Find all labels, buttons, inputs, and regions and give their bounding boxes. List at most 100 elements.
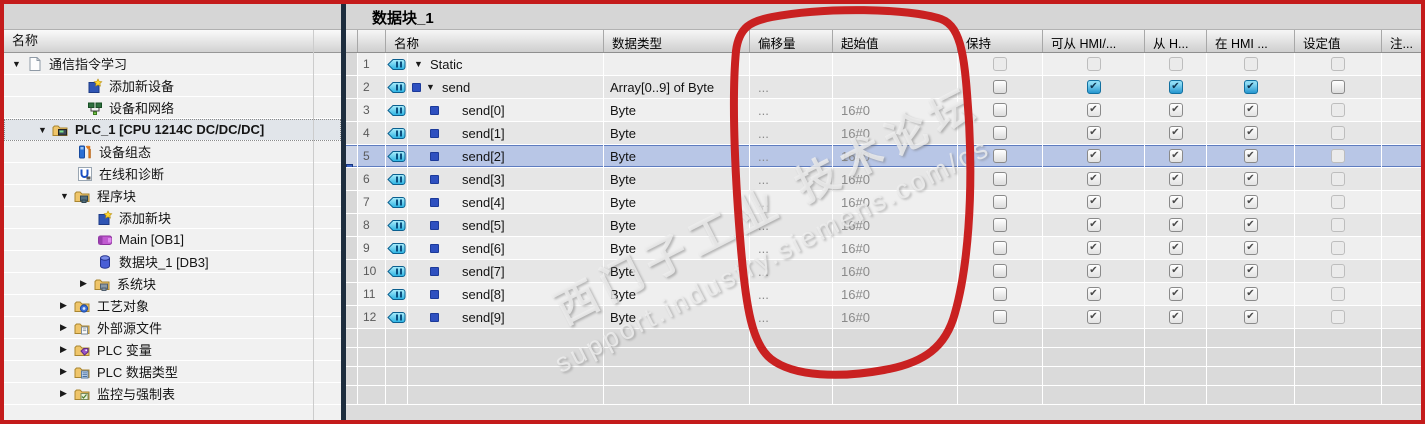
tree-expander-icon[interactable] <box>60 300 74 311</box>
comment-cell[interactable] <box>1382 283 1421 305</box>
data-type-cell[interactable]: Byte <box>604 168 750 190</box>
sidebar-tree-item[interactable]: 工艺对象 <box>4 295 341 317</box>
sidebar-tree-item[interactable]: 监控与强制表 <box>4 383 341 405</box>
retain-checkbox[interactable] <box>993 103 1007 117</box>
start-value-cell[interactable] <box>833 329 958 347</box>
comment-cell[interactable] <box>1382 237 1421 259</box>
variable-table-row[interactable]: 9 send[6] Byte ... 16#0 <box>346 237 1421 260</box>
variable-table-row[interactable]: 7 send[4] Byte ... 16#0 <box>346 191 1421 214</box>
sidebar-tree-item[interactable]: 系统块 <box>4 273 341 295</box>
tree-expander-icon[interactable] <box>60 366 74 377</box>
variable-name-cell[interactable]: send[9] <box>408 306 604 328</box>
header-data-type[interactable]: 数据类型 <box>604 30 750 52</box>
variable-table-row[interactable]: 3 send[0] Byte ... 16#0 <box>346 99 1421 122</box>
row-expander-icon[interactable] <box>426 82 440 92</box>
variable-name-cell[interactable]: send[5] <box>408 214 604 236</box>
retain-checkbox[interactable] <box>993 126 1007 140</box>
header-name[interactable]: 名称 <box>386 30 604 52</box>
start-value-cell[interactable]: 16#0 <box>833 306 958 328</box>
data-type-cell[interactable]: Byte <box>604 260 750 282</box>
start-value-cell[interactable]: 16#0 <box>833 99 958 121</box>
variable-name-cell[interactable]: send[8] <box>408 283 604 305</box>
sidebar-tree-item[interactable]: 添加新块 <box>4 207 341 229</box>
data-type-cell[interactable] <box>604 348 750 366</box>
comment-cell[interactable] <box>1382 191 1421 213</box>
row-expander-icon[interactable] <box>414 59 428 69</box>
variable-table-row[interactable]: 10 send[7] Byte ... 16#0 <box>346 260 1421 283</box>
start-value-cell[interactable]: 16#0 <box>833 145 958 167</box>
variable-name-cell[interactable]: send[0] <box>408 99 604 121</box>
variable-table-row[interactable]: 2 send Array[0..9] of Byte ... <box>346 76 1421 99</box>
sidebar-tree-item[interactable]: 数据块_1 [DB3] <box>4 251 341 273</box>
data-type-cell[interactable]: Byte <box>604 99 750 121</box>
sidebar-tree-item[interactable]: 设备组态 <box>4 141 341 163</box>
data-type-cell[interactable] <box>604 53 750 75</box>
sidebar-tree-item[interactable]: 设备和网络 <box>4 97 341 119</box>
data-type-cell[interactable]: Byte <box>604 283 750 305</box>
variable-name-cell[interactable]: send[7] <box>408 260 604 282</box>
start-value-cell[interactable] <box>833 53 958 75</box>
header-comment[interactable]: 注... <box>1390 37 1413 51</box>
tree-expander-icon[interactable] <box>12 59 26 69</box>
data-type-cell[interactable]: Byte <box>604 191 750 213</box>
setpoint-checkbox[interactable] <box>1331 80 1345 94</box>
comment-cell[interactable] <box>1382 367 1421 385</box>
start-value-cell[interactable]: 16#0 <box>833 260 958 282</box>
header-retain[interactable]: 保持 <box>958 30 1043 52</box>
data-type-cell[interactable]: Byte <box>604 214 750 236</box>
variable-table-row[interactable]: 5 send[2] Byte ... 16#0 <box>346 145 1421 168</box>
comment-cell[interactable] <box>1382 168 1421 190</box>
variable-table-row[interactable]: 6 send[3] Byte ... 16#0 <box>346 168 1421 191</box>
comment-cell[interactable] <box>1382 53 1421 75</box>
tree-expander-icon[interactable] <box>60 191 74 201</box>
sidebar-tree-item[interactable]: PLC 数据类型 <box>4 361 341 383</box>
retain-checkbox[interactable] <box>993 218 1007 232</box>
variable-name-cell[interactable] <box>408 386 604 404</box>
comment-cell[interactable] <box>1382 214 1421 236</box>
writable-hmi-checkbox[interactable] <box>1168 80 1183 94</box>
start-value-cell[interactable]: 16#0 <box>833 283 958 305</box>
retain-checkbox[interactable] <box>993 287 1007 301</box>
retain-checkbox[interactable] <box>993 149 1007 163</box>
variable-name-cell[interactable]: send[2] <box>408 145 604 167</box>
data-type-cell[interactable]: Byte <box>604 237 750 259</box>
selection-handle[interactable] <box>346 164 353 167</box>
comment-cell[interactable] <box>1382 76 1421 98</box>
sidebar-tree-item[interactable]: Main [OB1] <box>4 229 341 251</box>
variable-name-cell[interactable]: send[4] <box>408 191 604 213</box>
variable-name-cell[interactable]: Static <box>408 53 604 75</box>
start-value-cell[interactable]: 16#0 <box>833 237 958 259</box>
header-start-value[interactable]: 起始值 <box>833 30 958 52</box>
start-value-cell[interactable] <box>833 386 958 404</box>
accessible-hmi-checkbox[interactable] <box>1086 80 1101 94</box>
header-writable-hmi[interactable]: 从 H... <box>1145 30 1207 52</box>
panel-splitter[interactable] <box>341 4 346 420</box>
sidebar-tree-item[interactable]: PLC_1 [CPU 1214C DC/DC/DC] <box>4 119 341 141</box>
variable-table-row[interactable]: 11 send[8] Byte ... 16#0 <box>346 283 1421 306</box>
variable-name-cell[interactable] <box>408 329 604 347</box>
start-value-cell[interactable]: 16#0 <box>833 122 958 144</box>
visible-hmi-checkbox[interactable] <box>1243 80 1258 94</box>
sidebar-tree-item[interactable]: 程序块 <box>4 185 341 207</box>
start-value-cell[interactable]: 16#0 <box>833 214 958 236</box>
data-type-cell[interactable] <box>604 329 750 347</box>
variable-name-cell[interactable]: send <box>408 76 604 98</box>
start-value-cell[interactable] <box>833 367 958 385</box>
header-visible-hmi[interactable]: 在 HMI ... <box>1207 30 1295 52</box>
data-type-cell[interactable]: Byte <box>604 145 750 167</box>
header-offset[interactable]: 偏移量 <box>750 30 833 52</box>
comment-cell[interactable] <box>1382 122 1421 144</box>
comment-cell[interactable] <box>1382 329 1421 347</box>
tree-expander-icon[interactable] <box>60 322 74 333</box>
variable-name-cell[interactable]: send[1] <box>408 122 604 144</box>
tree-expander-icon[interactable] <box>60 388 74 399</box>
sidebar-tree-item[interactable]: 外部源文件 <box>4 317 341 339</box>
start-value-cell[interactable] <box>833 76 958 98</box>
header-setpoint[interactable]: 设定值 <box>1295 30 1382 52</box>
retain-checkbox[interactable] <box>993 195 1007 209</box>
retain-checkbox[interactable] <box>993 80 1007 94</box>
comment-cell[interactable] <box>1382 348 1421 366</box>
sidebar-tree-item[interactable]: PLC 变量 <box>4 339 341 361</box>
start-value-cell[interactable] <box>833 348 958 366</box>
tree-expander-icon[interactable] <box>60 344 74 355</box>
